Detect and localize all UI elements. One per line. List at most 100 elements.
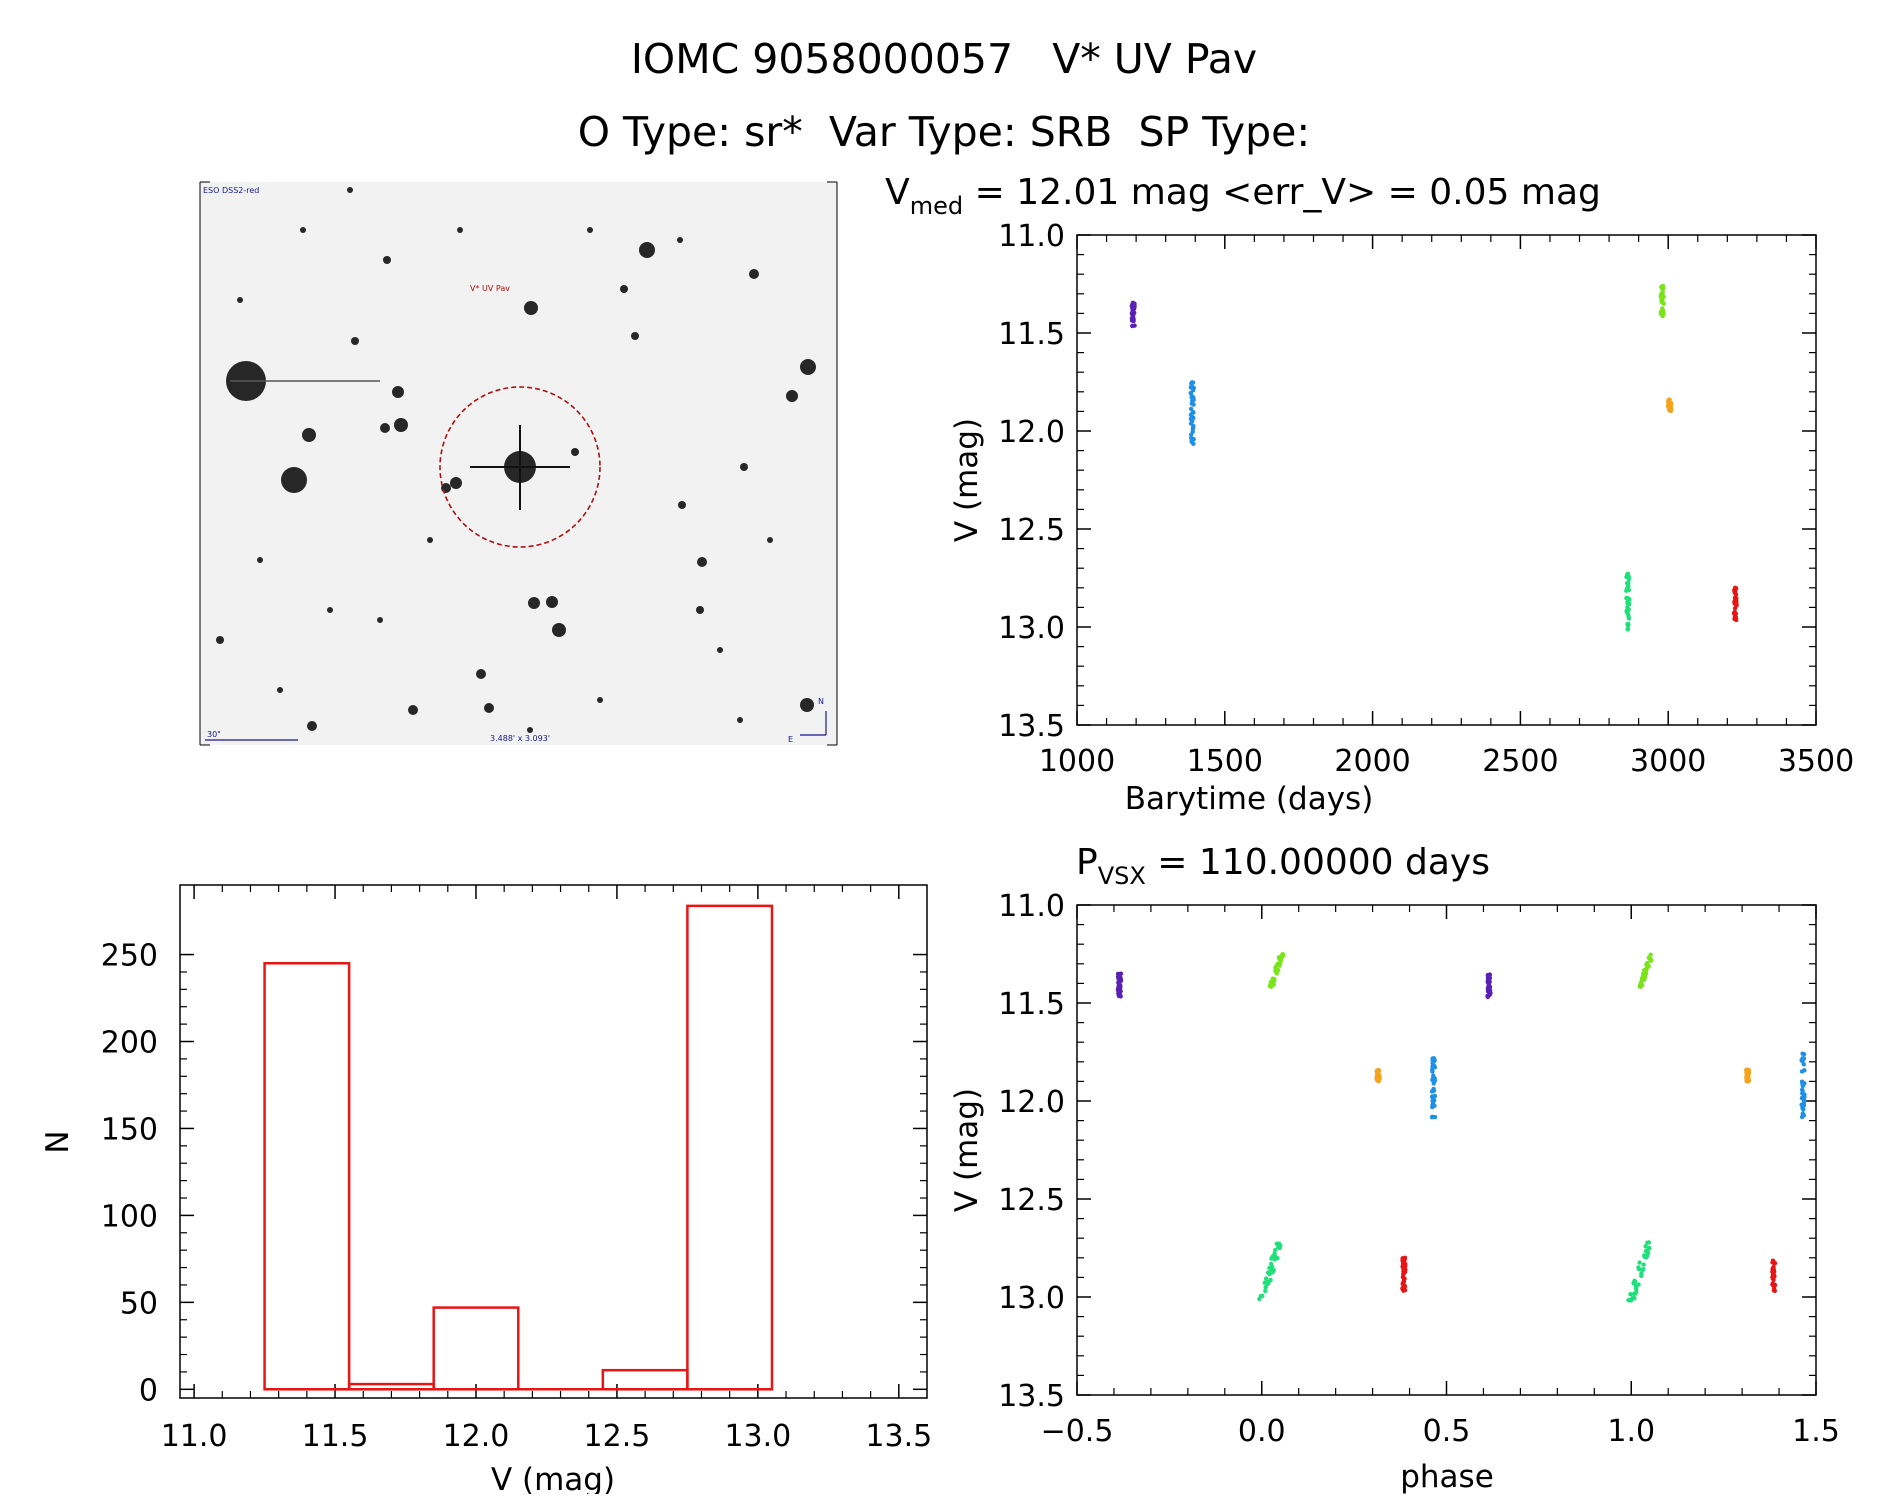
ytick-label: 150: [101, 1112, 158, 1147]
season3-point: [1268, 1277, 1273, 1283]
xtick-label: 1.5: [1792, 1414, 1840, 1449]
season6-point: [1733, 586, 1739, 591]
season4-point: [1660, 309, 1666, 314]
xtick-label: 13.0: [724, 1419, 791, 1454]
season4-point: [1644, 967, 1649, 973]
survey-label: ESO DSS2-red: [203, 186, 259, 195]
season3-point: [1626, 576, 1632, 582]
ytick-label: 100: [101, 1199, 158, 1234]
season5-point: [1746, 1068, 1751, 1073]
xtick-label: 1500: [1187, 744, 1263, 779]
field-star: [327, 607, 333, 613]
ytick-label: 50: [120, 1286, 158, 1321]
season2-point: [1431, 1088, 1437, 1093]
xtick-label: 2500: [1482, 744, 1558, 779]
season2-point: [1802, 1098, 1807, 1104]
season6-point: [1732, 606, 1738, 611]
hist-bar: [263, 962, 351, 1391]
season2-point: [1432, 1093, 1437, 1099]
season3-point: [1637, 1260, 1642, 1265]
season6-point: [1770, 1267, 1776, 1272]
xtick-label: 11.5: [302, 1419, 369, 1454]
histogram-frame: [179, 884, 928, 1399]
season3-point: [1633, 1285, 1639, 1290]
season6-point: [1401, 1277, 1407, 1282]
field-star: [749, 269, 759, 279]
season2-point: [1430, 1057, 1435, 1063]
season4-point: [1642, 975, 1648, 980]
ytick-label: 200: [101, 1026, 158, 1061]
season6-point: [1403, 1264, 1408, 1269]
season2-point: [1189, 435, 1194, 441]
ytick-label: 11.0: [998, 219, 1065, 254]
season2-point: [1430, 1104, 1435, 1110]
season2-point: [1799, 1087, 1805, 1092]
xtick-label: 13.5: [865, 1419, 932, 1454]
field-star: [696, 606, 704, 614]
season2-point: [1188, 406, 1194, 412]
xtick-label: −0.5: [1041, 1414, 1114, 1449]
lightcurve-title: Vmed = 12.01 mag <err_V> = 0.05 mag: [885, 172, 1601, 220]
season6-point: [1401, 1284, 1406, 1290]
page-subtitle: O Type: sr* Var Type: SRB SP Type:: [578, 108, 1310, 156]
field-star: [639, 242, 655, 258]
field-star: [237, 297, 243, 303]
phased-plot: PVSX = 110.00000 days −0.5 0.0 0.5 1.0 1.5 11…: [949, 842, 1840, 1495]
season2-point: [1801, 1052, 1807, 1057]
histogram-ylabel: N: [40, 1130, 76, 1153]
season2-point: [1799, 1102, 1804, 1107]
field-star: [380, 423, 390, 433]
season6-point: [1771, 1259, 1776, 1264]
xtick-label: 3000: [1630, 744, 1706, 779]
field-star: [277, 687, 283, 693]
xtick-label: 3500: [1778, 744, 1854, 779]
field-star: [631, 332, 639, 340]
xtick-label: 0.0: [1238, 1414, 1286, 1449]
season3-point: [1630, 1295, 1635, 1301]
season2-point: [1188, 432, 1194, 437]
season1-point: [1130, 323, 1135, 329]
phased-title: PVSX = 110.00000 days: [1076, 842, 1490, 890]
field-star: [377, 617, 383, 623]
season3-point: [1636, 1282, 1641, 1287]
xtick-label: 2000: [1334, 744, 1410, 779]
finder-image: ESO DSS2-red V* UV Pav 30" 3.488' x 3.09…: [199, 181, 838, 746]
phased-ylabel: V (mag): [949, 1088, 985, 1212]
season3-point: [1640, 1266, 1646, 1272]
hist-bar: [686, 904, 774, 1391]
season4-point: [1644, 962, 1649, 967]
season3-point: [1277, 1241, 1282, 1246]
xtick-label: 1.0: [1607, 1414, 1655, 1449]
north-label: N: [818, 697, 824, 706]
season2-point: [1191, 402, 1196, 407]
season1-point: [1130, 300, 1136, 306]
field-star: [383, 256, 391, 264]
season2-point: [1190, 398, 1195, 403]
season2-point: [1430, 1069, 1435, 1074]
ytick-label: 13.0: [998, 1281, 1065, 1316]
season3-point: [1626, 587, 1632, 593]
season2-point: [1430, 1064, 1435, 1069]
histogram-xlabel: V (mag): [491, 1462, 615, 1494]
field-star: [257, 557, 263, 563]
lightcurve-title-rest: = 12.01 mag <err_V> = 0.05 mag: [963, 172, 1601, 213]
season3-point: [1643, 1244, 1648, 1249]
season1-point: [1116, 990, 1122, 995]
season3-point: [1626, 597, 1632, 602]
field-star: [527, 727, 533, 733]
season3-point: [1262, 1280, 1267, 1285]
season6-point: [1732, 614, 1738, 619]
season2-point: [1190, 380, 1196, 385]
field-star: [351, 337, 359, 345]
season2-point: [1800, 1056, 1805, 1061]
season3-point: [1643, 1248, 1649, 1254]
season4-point: [1270, 981, 1276, 986]
hist-bar: [601, 1368, 689, 1391]
season3-point: [1625, 626, 1630, 631]
xtick-label: 12.0: [443, 1419, 510, 1454]
season3-point: [1257, 1296, 1262, 1302]
season2-point: [1430, 1100, 1436, 1106]
season6-point: [1401, 1268, 1407, 1273]
season2-point: [1430, 1114, 1435, 1120]
field-star: [392, 386, 404, 398]
